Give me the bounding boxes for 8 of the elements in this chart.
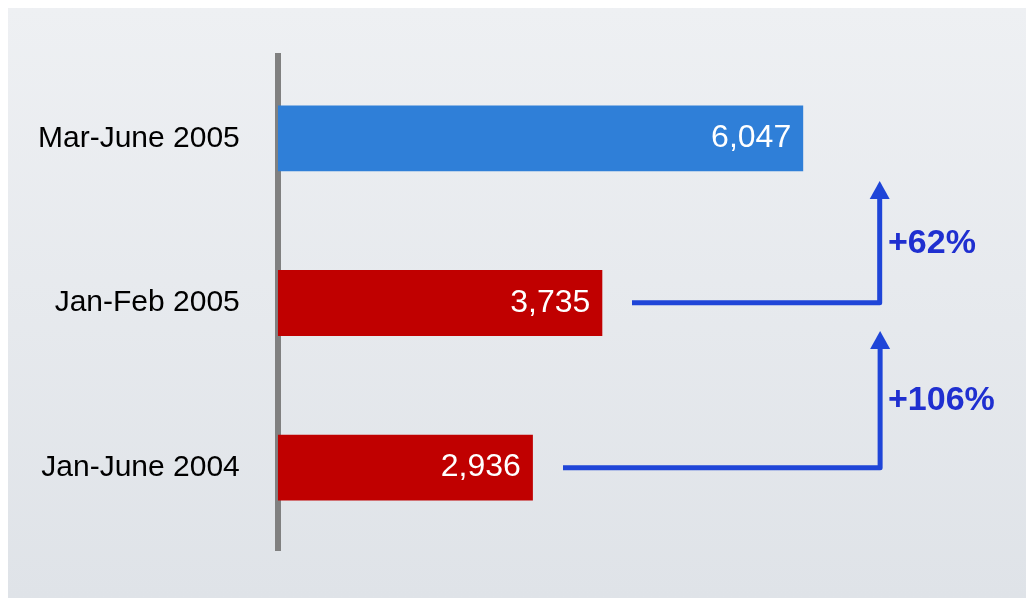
y-tick-label: Jan-June 2004 [41,448,240,482]
data-label: 2,936 [440,447,521,484]
data-label: 3,735 [510,282,591,319]
y-tick-label: Jan-Feb 2005 [54,284,240,318]
y-tick-label: Mar-June 2005 [37,119,240,153]
text: +106% [888,379,995,419]
text: +62% [888,222,976,262]
data-label: 6,047 [711,118,792,155]
